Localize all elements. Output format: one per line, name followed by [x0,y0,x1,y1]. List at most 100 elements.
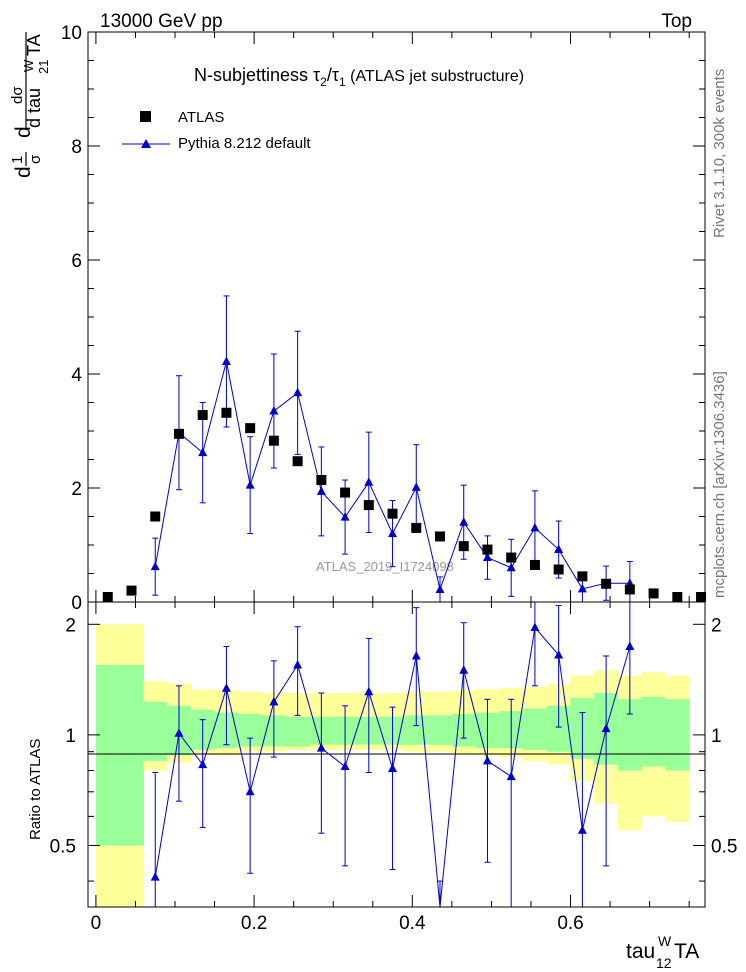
atlas-point [672,592,683,602]
mc-point [388,528,398,538]
mc-ratio-point [245,786,255,796]
atlas-point [340,487,351,498]
mc-ratio-point [459,665,469,674]
mc-point [198,447,208,457]
xlabel-ta: TA [674,940,699,963]
ylabel-sub: 21 [36,60,51,74]
legend-atlas-label: ATLAS [178,109,224,126]
mc-point [316,486,326,495]
mc-ratio-series [150,602,635,908]
ratio-y-tick-label: 1 [65,726,76,747]
atlas-point [363,500,374,511]
atlas-point [577,571,588,582]
watermark-group: ATLAS_2019_I1724098 [316,559,454,574]
mc-point [530,522,540,532]
mc-ratio-point [601,723,611,733]
mc-point [577,583,587,593]
mc-point [340,512,350,521]
green-band-bin [523,708,548,750]
mc-ratio-point [293,659,303,669]
y-tick-label: 10 [61,23,82,44]
green-band-bin [119,664,144,846]
ylabel-d2: d [12,126,35,138]
ylabel-sup: W [21,59,36,72]
x-tick-label: 0.4 [399,913,426,934]
plot-title: N-subjettiness τ2/τ1 (ATLAS jet substruc… [194,65,524,89]
atlas-point [173,428,184,439]
x-tick-label: 0.6 [557,913,583,934]
mcplots-label: mcplots.cern.ch [arXiv:1306.3436] [711,371,728,598]
atlas-point [601,578,612,589]
mc-point [506,562,516,572]
mc-ratio-point [269,696,279,706]
green-band-bin [95,664,121,846]
ylabel-ta: TA [24,34,44,56]
green-band-bin [665,699,690,771]
ylabel-dsigma: dσ [9,86,26,104]
y-tick-label: 8 [71,137,82,158]
atlas-point [482,544,493,555]
green-band-bin [428,715,453,745]
legend: ATLAS Pythia 8.212 default [122,109,311,152]
mc-ratio-point [150,872,160,881]
atlas-series [102,407,707,602]
mc-ratio-point [554,649,564,659]
atlas-point [696,592,707,602]
atlas-point [411,522,422,533]
mc-ratio-point [482,755,492,765]
mc-ratio-point [411,650,421,660]
xlabel-sub: 12 [656,955,672,971]
legend-atlas-marker [140,111,151,122]
mc-ratio-point [577,825,587,834]
y-tick-label: 4 [71,365,82,386]
ratio-y-label: Ratio to ATLAS [27,739,44,840]
ratio-axis-ticks: 0.5 0.5 1 1 2 2 0 0.2 0.4 0.6 [50,602,737,934]
mc-point [482,552,492,562]
ylabel-dtau: d tau [24,88,44,128]
x-axis-label: tau W 12 TA [626,933,699,971]
atlas-point [506,552,517,563]
mc-point [245,480,255,489]
mc-ratio-point [340,761,350,771]
mc-ratio-point [625,641,635,651]
x-tick-label: 0.2 [241,913,267,934]
atlas-point [197,410,208,421]
atlas-point [245,423,256,434]
atlas-point [268,435,279,446]
mc-ratio-point [530,622,540,632]
atlas-point [553,564,564,575]
x-tick-label: 0 [91,913,102,934]
mc-ratio-point [388,763,398,773]
mc-point [411,482,421,491]
title-text: N-subjettiness τ2/τ1 (ATLAS jet substruc… [194,65,524,89]
ratio-y-tick-label-right: 1 [711,726,722,747]
rivet-label: Rivet 3.1.10, 300k events [711,69,728,238]
mc-ratio-point [198,759,208,769]
legend-pythia-label: Pythia 8.212 default [178,135,311,152]
ratio-frame [87,601,706,908]
mc-point [364,477,374,486]
ratio-y-tick-label-right: 2 [711,615,722,636]
atlas-point [624,584,635,595]
mc-point [293,387,303,397]
ratio-plot-area: 0.5 0.5 1 1 2 2 0 0.2 0.4 0.6 Ratio to ATLAS [27,601,737,934]
green-band-bin [641,696,666,767]
ylabel-one: 1 [9,156,26,164]
atlas-point [387,508,398,519]
mc-ratio-point [174,728,184,737]
mc-ratio-point [364,686,374,696]
mc-point [554,544,564,554]
watermark: ATLAS_2019_I1724098 [316,559,454,574]
atlas-point [529,559,540,570]
mc-point [459,517,469,526]
y-tick-label: 6 [71,251,82,272]
atlas-point [221,407,232,418]
y-tick-label: 0 [71,593,82,614]
ratio-y-tick-label-right: 0.5 [711,836,737,857]
xlabel-sup: W [658,933,672,949]
atlas-point [126,585,137,596]
energy-label: 13000 GeV pp [100,11,223,32]
mc-ratio-point [506,771,516,781]
main-axis-ticks: 0 2 4 6 8 10 [61,23,705,614]
